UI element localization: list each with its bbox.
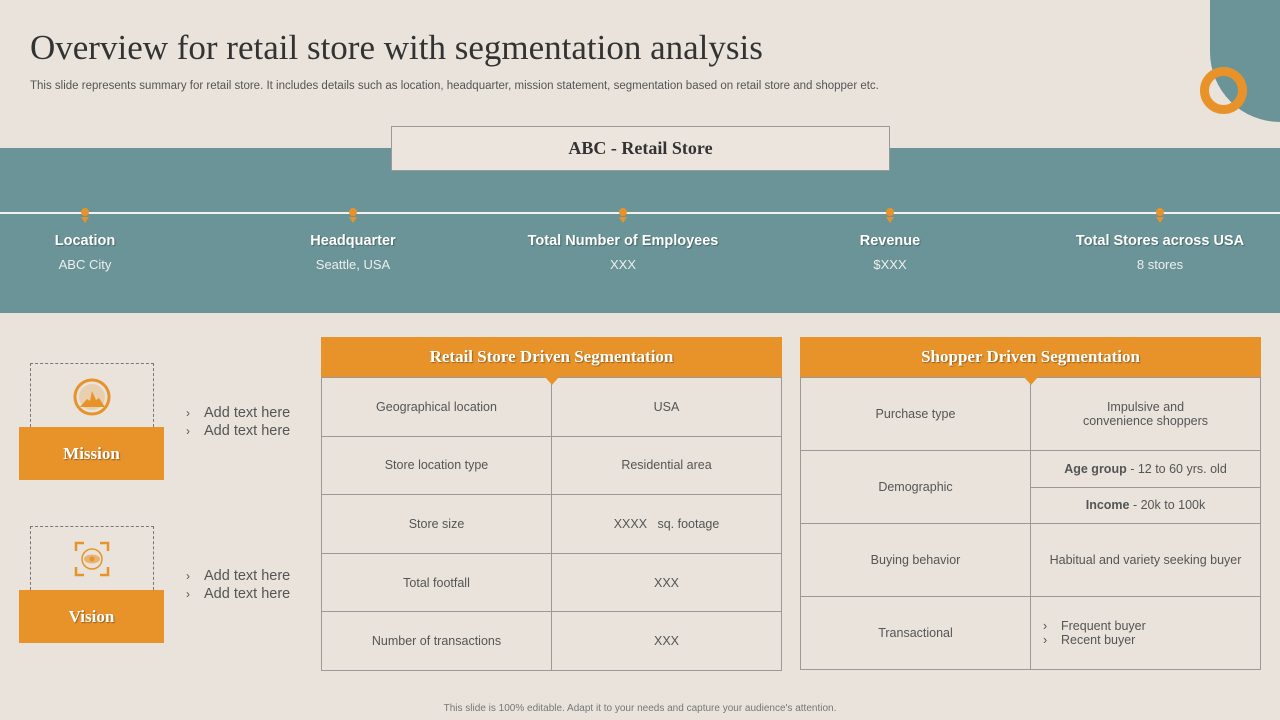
cell-text: Impulsive and convenience shoppers (1082, 400, 1209, 428)
income-value: - 20k to 100k (1129, 498, 1206, 513)
bullet-item: › Recent buyer (1043, 633, 1136, 647)
info-stores: Total Stores across USA 8 stores (1040, 207, 1280, 272)
bullet-text: Frequent buyer (1061, 619, 1146, 633)
info-label: Location (54, 233, 116, 249)
cell-value: Income - 20k to 100k (1030, 486, 1261, 524)
pin-icon (80, 207, 90, 225)
cell-value: Residential area (551, 435, 782, 496)
cell-value: Age group - 12 to 60 yrs. old (1030, 450, 1261, 488)
cell-value: XXX (551, 611, 782, 671)
cell-label: Buying behavior (800, 523, 1031, 597)
cell-label: Store size (321, 494, 552, 554)
info-label: Total Stores across USA (1075, 233, 1245, 249)
footer-note: This slide is 100% editable. Adapt it to… (443, 703, 837, 714)
bullet-item: › Frequent buyer (1043, 619, 1146, 633)
eye-focus-icon (74, 541, 110, 577)
timeline-line (0, 212, 1280, 214)
cell-label: Number of transactions (321, 611, 552, 671)
age-key: Age group (1064, 461, 1127, 476)
table-row: Total footfall XXX (321, 552, 782, 613)
cell-label: Purchase type (800, 377, 1031, 451)
cell-value: USA (551, 377, 782, 437)
bullet-item: › Add text here (186, 586, 291, 602)
mission-label: Mission (19, 427, 164, 480)
info-label: Revenue (859, 233, 921, 249)
table-row: Store location type Residential area (321, 435, 782, 496)
pin-icon (885, 207, 895, 225)
cell-value: XXXX sq. footage (551, 494, 782, 554)
table-row: Number of transactions XXX (321, 611, 782, 671)
info-location: Location ABC City (0, 207, 205, 272)
pin-icon (618, 207, 628, 225)
vision-label: Vision (19, 590, 164, 643)
cell-label: Store location type (321, 435, 552, 496)
bullet-item: › Add text here (186, 568, 291, 584)
bullet-text: Add text here (204, 405, 291, 421)
bullet-text: Add text here (204, 586, 291, 602)
store-name-box: ABC - Retail Store (391, 126, 890, 171)
info-label: Total Number of Employees (527, 233, 719, 249)
retail-segmentation-table: Retail Store Driven Segmentation Geograp… (321, 337, 782, 671)
cell-value: Impulsive and convenience shoppers (1030, 377, 1261, 451)
age-value: - 12 to 60 yrs. old (1126, 461, 1227, 476)
info-headquarter: Headquarter Seattle, USA (233, 207, 473, 272)
cell-label: Transactional (800, 596, 1031, 670)
info-value: $XXX (873, 257, 907, 272)
cell-value: › Frequent buyer › Recent buyer (1030, 596, 1261, 670)
vision-icon-frame (30, 526, 154, 590)
cell-label: Geographical location (321, 377, 552, 437)
bullet-item: › Add text here (186, 423, 291, 439)
shopper-segmentation-table: Shopper Driven Segmentation Purchase typ… (800, 337, 1261, 670)
bullet-text: Add text here (204, 568, 291, 584)
bullet-text: Recent buyer (1061, 633, 1136, 647)
pin-icon (1155, 207, 1165, 225)
table-row: Buying behavior Habitual and variety seek… (800, 523, 1261, 597)
table-title: Shopper Driven Segmentation (800, 337, 1261, 377)
page-title: Overview for retail store with segmentat… (30, 28, 763, 67)
cell-label: Total footfall (321, 552, 552, 613)
cell-value: XXX (551, 552, 782, 613)
cell-label: Demographic (800, 450, 1031, 524)
info-employees: Total Number of Employees XXX (503, 207, 743, 272)
table-title: Retail Store Driven Segmentation (321, 337, 782, 377)
info-value: XXX (609, 257, 636, 272)
table-row: Transactional › Frequent buyer › Recent bu… (800, 596, 1261, 670)
mission-icon-frame (30, 363, 154, 427)
table-row: Geographical location USA (321, 377, 782, 437)
mountain-target-icon (73, 378, 111, 416)
bullet-text: Add text here (204, 423, 291, 439)
table-row: Income - 20k to 100k (801, 486, 1261, 524)
pin-icon (348, 207, 358, 225)
mission-bullets: › Add text here › Add text here (186, 404, 290, 440)
bullet-item: › Add text here (186, 405, 291, 421)
vision-bullets: › Add text here › Add text here (186, 567, 290, 603)
info-label: Headquarter (310, 233, 396, 249)
table-row: Demographic Age group - 12 to 60 yrs. old (800, 450, 1261, 524)
ring-decoration (1200, 67, 1247, 114)
table-row: Purchase type Impulsive and convenience s… (800, 377, 1261, 451)
table-row: Store size XXXX sq. footage (321, 494, 782, 554)
cell-value: Habitual and variety seeking buyer (1030, 523, 1261, 597)
info-band (0, 148, 1280, 313)
info-value: Seattle, USA (315, 257, 391, 272)
page-subtitle: This slide represents summary for retail… (30, 80, 879, 92)
info-value: 8 stores (1136, 257, 1184, 272)
income-key: Income (1085, 498, 1130, 513)
info-revenue: Revenue $XXX (770, 207, 1010, 272)
info-value: ABC City (58, 257, 112, 272)
